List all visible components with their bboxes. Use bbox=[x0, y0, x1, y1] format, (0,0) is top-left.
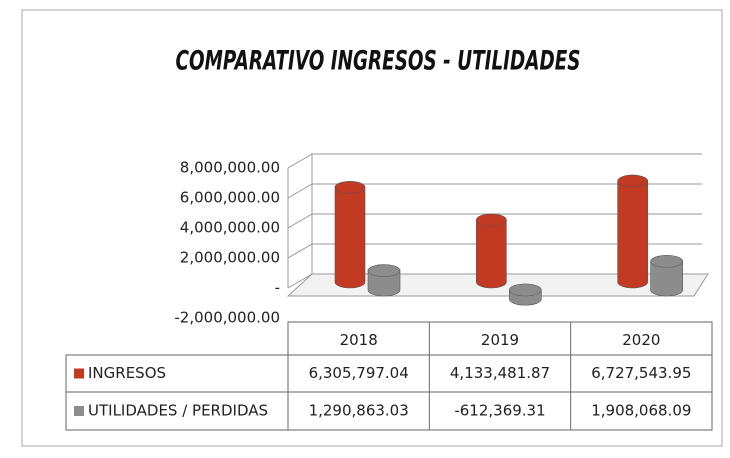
cylinder bbox=[334, 181, 366, 289]
x-tick-label: 2020 bbox=[622, 331, 660, 349]
y-tick-label: 2,000,000.00 bbox=[180, 249, 280, 267]
cylinder-top bbox=[509, 283, 542, 297]
grid-line bbox=[287, 183, 702, 199]
chart-frame bbox=[21, 9, 723, 447]
data-label: 4,133,481.87 bbox=[450, 364, 550, 382]
cylinder-top bbox=[476, 213, 507, 227]
x-tick-label: 2018 bbox=[340, 331, 378, 349]
chart-title: COMPARATIVO INGRESOS - UTILIDADES bbox=[176, 46, 581, 77]
data-label: -612,369.31 bbox=[454, 402, 545, 420]
cylinder-top bbox=[367, 264, 401, 277]
y-tick-label: - bbox=[275, 279, 280, 297]
grid-line bbox=[287, 243, 702, 259]
y-tick-label: -2,000,000.00 bbox=[174, 309, 280, 327]
grid-line bbox=[287, 273, 702, 289]
data-label: 1,290,863.03 bbox=[309, 402, 409, 420]
data-label: 6,305,797.04 bbox=[309, 364, 409, 382]
data-label: 1,908,068.09 bbox=[591, 402, 691, 420]
cylinder bbox=[617, 174, 648, 289]
legend-swatch bbox=[74, 368, 84, 379]
cylinder-top bbox=[334, 181, 366, 194]
cylinder-top bbox=[617, 174, 648, 188]
grid-line bbox=[287, 213, 702, 229]
data-label: 6,727,543.95 bbox=[591, 364, 691, 382]
legend-swatch bbox=[74, 406, 84, 416]
legend-label: INGRESOS bbox=[88, 364, 166, 382]
x-tick-label: 2019 bbox=[481, 331, 519, 349]
cylinder-top bbox=[650, 255, 683, 268]
y-tick-label: 4,000,000.00 bbox=[180, 219, 280, 237]
y-tick-label: 6,000,000.00 bbox=[180, 189, 280, 207]
y-tick-label: 8,000,000.00 bbox=[180, 159, 280, 177]
grid-line bbox=[287, 153, 702, 169]
legend-label: UTILIDADES / PERDIDAS bbox=[88, 402, 268, 420]
